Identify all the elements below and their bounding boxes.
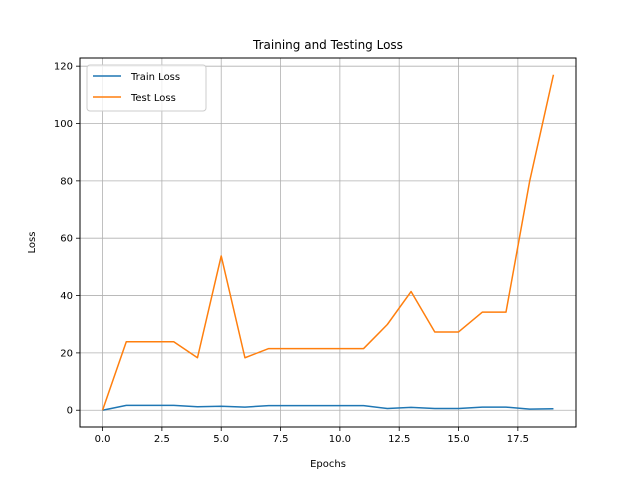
series-lines — [101, 74, 555, 411]
grid — [80, 58, 576, 427]
series-line-train-loss — [102, 404, 554, 411]
x-axis-label: Epochs — [310, 459, 346, 470]
x-tick-label: 15.0 — [447, 434, 469, 445]
y-tick-label: 60 — [60, 234, 73, 245]
x-tick-label: 7.5 — [273, 434, 289, 445]
y-axis-label: Loss — [27, 232, 38, 254]
plot-frame — [79, 57, 577, 428]
legend: Train Loss Test Loss — [86, 64, 207, 112]
chart-title: Training and Testing Loss — [252, 38, 403, 52]
x-tick-label: 10.0 — [329, 434, 351, 445]
x-tick-label: 5.0 — [213, 434, 229, 445]
y-tick-label: 40 — [60, 291, 73, 302]
legend-label-test-loss: Test Loss — [130, 93, 176, 104]
x-tick-label: 0.0 — [95, 434, 111, 445]
series-line-test-loss — [101, 74, 555, 411]
y-tick-label: 120 — [54, 62, 73, 73]
y-tick-label: 80 — [60, 176, 73, 187]
x-tick-label: 12.5 — [388, 434, 410, 445]
legend-label-train-loss: Train Loss — [130, 72, 180, 83]
y-tick-label: 100 — [54, 119, 73, 130]
x-tick-label: 17.5 — [507, 434, 529, 445]
x-tick-label: 2.5 — [154, 434, 170, 445]
y-tick-label: 20 — [60, 348, 73, 359]
y-tick-label: 0 — [67, 406, 73, 417]
x-axis-ticks: 0.0 2.5 5.0 7.5 10.0 12.5 15.0 17.5 — [95, 427, 529, 445]
y-axis-ticks: 0 20 40 60 80 100 120 — [54, 62, 80, 417]
